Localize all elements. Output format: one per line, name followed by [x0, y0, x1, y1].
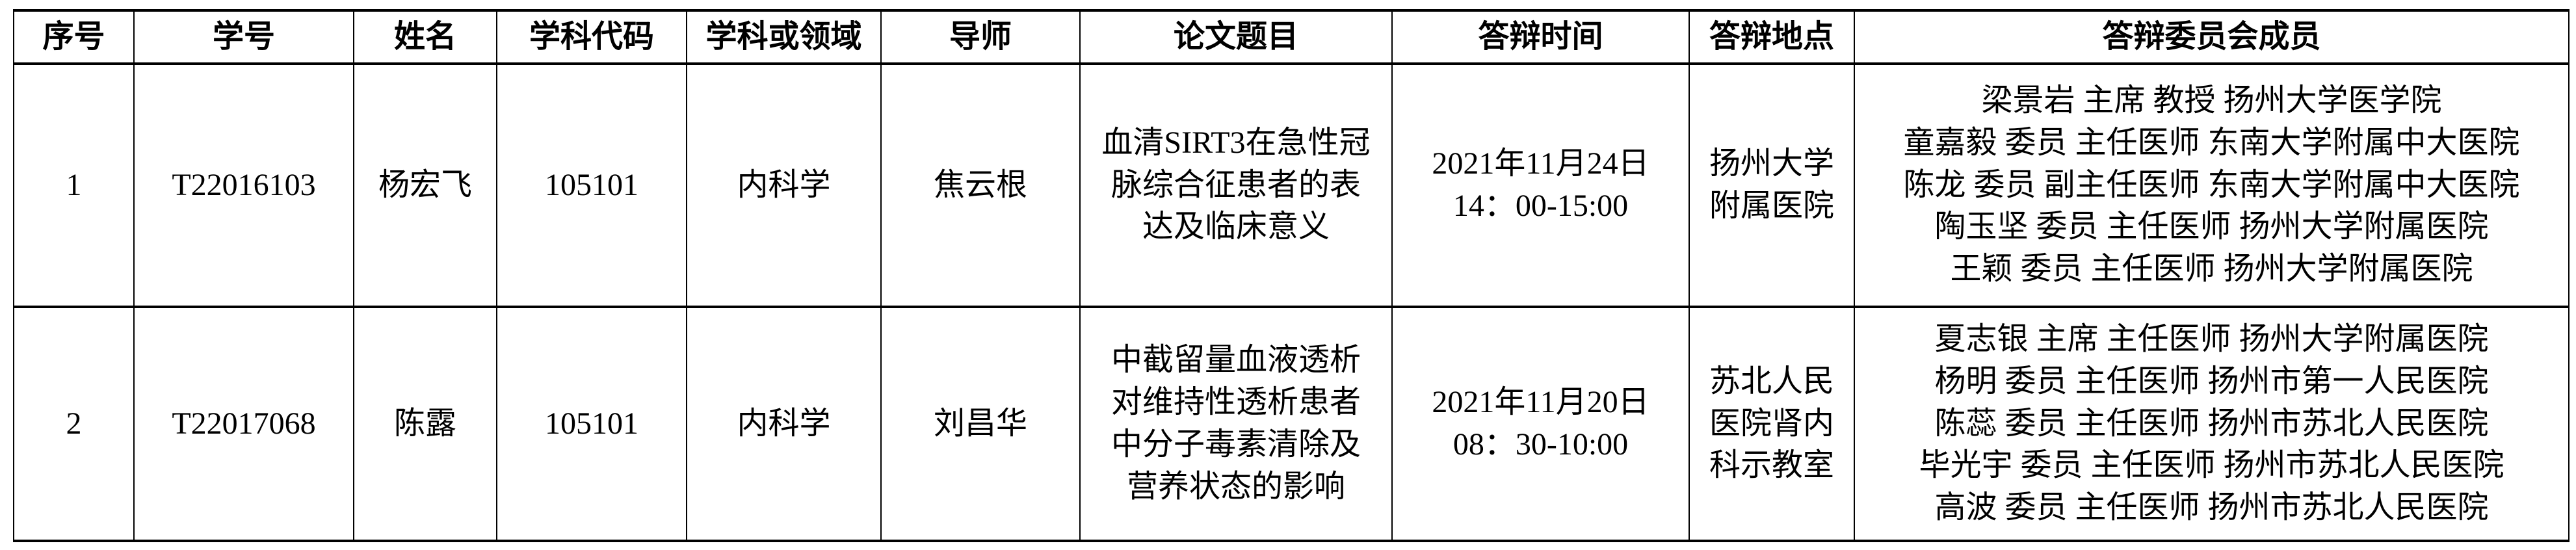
header-row: 序号 学号 姓名 学科代码 学科或领域 导师 论文题目 答辩时间 答辩地点 答辩… — [13, 9, 2569, 65]
cell-defense-time: 2021年11月20日 08：30-10:00 — [1391, 306, 1690, 542]
col-header-student-id: 学号 — [133, 9, 354, 65]
cell-supervisor: 刘昌华 — [880, 306, 1081, 542]
cell-committee-members: 梁景岩 主席 教授 扬州大学医学院 童嘉毅 委员 主任医师 东南大学附属中大医院… — [1854, 62, 2569, 308]
cell-defense-location: 扬州大学附属医院 — [1689, 62, 1855, 308]
cell-student-id: T22017068 — [133, 306, 354, 542]
cell-defense-time: 2021年11月24日 14：00-15:00 — [1391, 62, 1690, 308]
col-header-seq: 序号 — [13, 9, 135, 65]
cell-name: 杨宏飞 — [353, 62, 497, 308]
cell-thesis-title: 血清SIRT3在急性冠脉综合征患者的表达及临床意义 — [1079, 62, 1393, 308]
cell-subject-code: 105101 — [496, 306, 687, 542]
cell-subject-field: 内科学 — [686, 62, 882, 308]
col-header-thesis-title: 论文题目 — [1079, 9, 1393, 65]
col-header-committee-members: 答辩委员会成员 — [1854, 9, 2569, 65]
cell-defense-location: 苏北人民医院肾内科示教室 — [1689, 306, 1855, 542]
table-row: 1 T22016103 杨宏飞 105101 内科学 焦云根 血清SIRT3在急… — [13, 62, 2569, 308]
cell-seq: 1 — [13, 62, 135, 308]
cell-seq: 2 — [13, 306, 135, 542]
col-header-supervisor: 导师 — [880, 9, 1081, 65]
table-row: 2 T22017068 陈露 105101 内科学 刘昌华 中截留量血液透析对维… — [13, 306, 2569, 542]
col-header-subject-code: 学科代码 — [496, 9, 687, 65]
cell-subject-field: 内科学 — [686, 306, 882, 542]
defense-schedule-table: 序号 学号 姓名 学科代码 学科或领域 导师 论文题目 答辩时间 答辩地点 答辩… — [13, 9, 2569, 542]
cell-name: 陈露 — [353, 306, 497, 542]
col-header-subject-field: 学科或领域 — [686, 9, 882, 65]
cell-thesis-title: 中截留量血液透析对维持性透析患者中分子毒素清除及营养状态的影响 — [1079, 306, 1393, 542]
cell-committee-members: 夏志银 主席 主任医师 扬州大学附属医院 杨明 委员 主任医师 扬州市第一人民医… — [1854, 306, 2569, 542]
defense-schedule-table-container: 序号 学号 姓名 学科代码 学科或领域 导师 论文题目 答辩时间 答辩地点 答辩… — [13, 9, 2569, 542]
col-header-name: 姓名 — [353, 9, 497, 65]
cell-student-id: T22016103 — [133, 62, 354, 308]
cell-subject-code: 105101 — [496, 62, 687, 308]
col-header-defense-time: 答辩时间 — [1391, 9, 1690, 65]
cell-supervisor: 焦云根 — [880, 62, 1081, 308]
col-header-defense-location: 答辩地点 — [1689, 9, 1855, 65]
